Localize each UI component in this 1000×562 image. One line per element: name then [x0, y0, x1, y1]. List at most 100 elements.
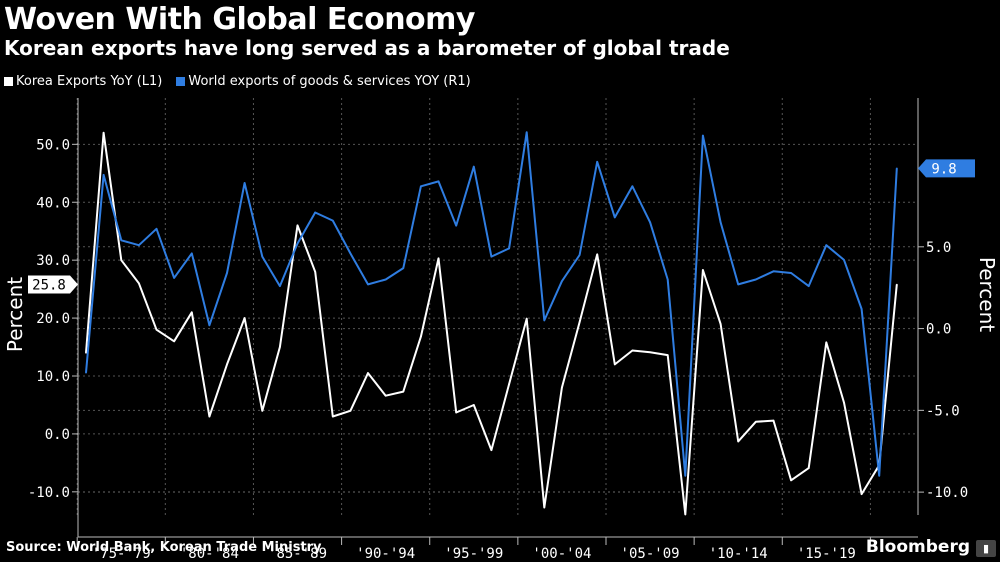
data-point-korea — [614, 363, 616, 366]
data-point-world — [296, 242, 299, 245]
y-left-tick-label: 0.0 — [45, 427, 70, 443]
data-point-korea — [737, 440, 740, 443]
data-point-korea — [120, 259, 123, 261]
data-point-korea — [190, 311, 193, 314]
data-point-world — [508, 247, 510, 250]
y-left-tick-label: 30.0 — [36, 253, 70, 269]
data-point-world — [755, 278, 757, 281]
legend-swatch-korea — [4, 77, 13, 86]
data-point-world — [349, 252, 352, 255]
data-point-world — [226, 272, 228, 274]
data-point-korea — [596, 253, 598, 256]
data-point-korea — [455, 411, 457, 414]
data-point-world — [367, 283, 369, 286]
y-axis-left-title: Percent — [3, 277, 27, 352]
data-point-korea — [349, 409, 352, 412]
y-right-tick-label: 0.0 — [926, 322, 951, 338]
data-point-world — [120, 239, 123, 242]
y-axis-right-title: Percent — [975, 257, 999, 332]
y-right-tick-label: -10.0 — [926, 485, 968, 501]
data-point-world — [578, 254, 581, 256]
data-point-world — [719, 221, 722, 224]
data-point-korea — [860, 493, 863, 495]
last-value-tag-korea — [28, 275, 78, 294]
data-point-world — [896, 167, 898, 170]
legend-item-world: World exports of goods & services YOY (R… — [176, 74, 471, 89]
x-tick-label: '85-'89 — [268, 546, 327, 562]
data-point-korea — [472, 404, 475, 406]
series-line-korea — [85, 131, 898, 516]
data-point-world — [684, 474, 687, 477]
data-point-korea — [85, 352, 87, 354]
data-point-world — [331, 219, 334, 222]
data-point-world — [155, 228, 158, 230]
data-point-korea — [684, 513, 687, 516]
data-point-world — [437, 180, 440, 183]
y-left-tick-label: 20.0 — [36, 311, 70, 327]
data-point-world — [666, 278, 669, 281]
y-left-tick-label: 50.0 — [36, 137, 70, 153]
data-point-world — [243, 182, 246, 184]
data-point-world — [402, 267, 405, 269]
data-point-world — [878, 474, 881, 477]
x-tick-label: '10-'14 — [709, 546, 768, 562]
data-point-korea — [296, 224, 299, 227]
last-value-label-korea: 25.8 — [32, 277, 66, 293]
legend-label-korea: Korea Exports YoY (L1) — [16, 74, 163, 89]
data-point-world — [649, 221, 651, 224]
data-point-korea — [543, 506, 546, 509]
data-point-korea — [508, 383, 510, 385]
chart-subtitle: Korean exports have long served as a bar… — [4, 36, 730, 60]
data-point-korea — [243, 317, 246, 319]
data-point-korea — [402, 390, 405, 393]
x-tick-label: '05-'09 — [621, 546, 680, 562]
data-point-world — [614, 216, 616, 219]
data-point-world — [631, 185, 634, 188]
data-point-korea — [525, 317, 528, 320]
data-point-world — [420, 185, 422, 188]
data-point-world — [737, 283, 740, 286]
data-point-korea — [843, 401, 845, 404]
data-point-korea — [331, 415, 334, 418]
data-point-world — [772, 270, 775, 273]
data-point-world — [208, 324, 211, 327]
data-point-world — [561, 280, 563, 282]
legend-label-world: World exports of goods & services YOY (R… — [188, 74, 471, 89]
data-point-korea — [772, 419, 775, 422]
bloomberg-terminal-icon: ▮ — [976, 540, 996, 557]
data-point-korea — [261, 409, 264, 412]
data-point-korea — [314, 270, 316, 273]
legend-swatch-world — [176, 77, 186, 86]
data-point-korea — [649, 351, 651, 354]
last-value-tag-world — [918, 159, 975, 178]
data-point-korea — [790, 479, 792, 482]
data-point-korea — [173, 340, 175, 343]
x-tick-label: '15-'19 — [797, 546, 856, 562]
legend: Korea Exports YoY (L1) World exports of … — [4, 74, 471, 89]
data-point-world — [596, 160, 598, 163]
y-right-tick-label: 5.0 — [926, 240, 951, 256]
data-point-korea — [896, 283, 898, 286]
data-point-world — [490, 255, 493, 258]
x-tick-label: '90-'94 — [356, 546, 415, 562]
data-point-korea — [384, 394, 387, 397]
x-tick-label: '80-'84 — [180, 546, 239, 562]
data-point-world — [102, 174, 105, 176]
legend-item-korea: Korea Exports YoY (L1) — [4, 74, 162, 89]
data-point-korea — [420, 335, 422, 338]
brand-logo: Bloomberg — [865, 537, 970, 557]
data-point-korea — [807, 467, 810, 469]
data-point-world — [790, 272, 792, 274]
y-left-tick-label: 40.0 — [36, 195, 70, 211]
data-point-world — [138, 244, 140, 246]
y-right-tick-label: -5.0 — [926, 403, 960, 419]
data-point-korea — [825, 341, 828, 344]
data-point-korea — [155, 328, 158, 331]
data-point-korea — [102, 131, 105, 134]
data-point-korea — [561, 386, 563, 389]
data-point-world — [384, 278, 387, 281]
x-tick-label: '00-'04 — [532, 546, 591, 562]
data-point-korea — [490, 449, 493, 451]
data-point-world — [190, 252, 193, 255]
